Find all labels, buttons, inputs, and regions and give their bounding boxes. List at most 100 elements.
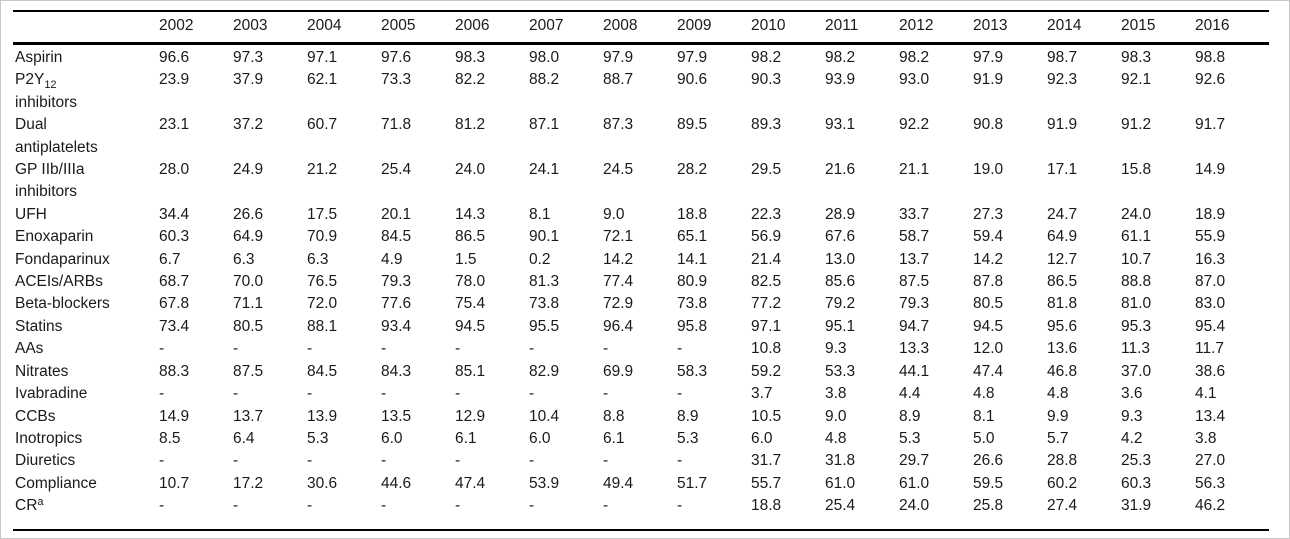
- row-label: Beta-blockers: [13, 293, 159, 315]
- value-cell: -: [381, 340, 387, 358]
- value-cell: 94.5: [973, 317, 1004, 335]
- row-label: ACEIs/ARBs: [13, 271, 159, 293]
- value-cell: 55.9: [1195, 228, 1226, 246]
- value-cell: -: [677, 452, 683, 470]
- row-label-text: Dual antiplatelets: [15, 116, 98, 156]
- value-cell: 4.8: [1047, 385, 1069, 403]
- value-cell: 71.1: [233, 295, 264, 313]
- value-cell: 91.9: [973, 71, 1004, 89]
- value-cell: -: [677, 385, 683, 403]
- value-cell: 28.8: [1047, 452, 1078, 470]
- value-cell: 59.2: [751, 362, 782, 380]
- value-cell: 81.0: [1121, 295, 1152, 313]
- value-cell: 38.6: [1195, 362, 1226, 380]
- row-label: AAs: [13, 338, 159, 360]
- table-header: 2002 2003 2004 2005 2006 2007 2008 2009 2010 2011…: [13, 10, 1269, 45]
- value-cell: 46.2: [1195, 497, 1226, 515]
- row-label-text: Aspirin: [15, 49, 63, 66]
- value-cell: 4.4: [899, 385, 921, 403]
- value-cell: 8.5: [159, 429, 181, 447]
- value-cell: 25.8: [973, 497, 1004, 515]
- value-cell: 14.2: [973, 250, 1004, 268]
- value-cell: 11.3: [1121, 340, 1151, 358]
- value-cell: 89.5: [677, 116, 708, 134]
- value-cell: 21.4: [751, 250, 782, 268]
- value-cell: 70.0: [233, 273, 264, 291]
- value-cell: 81.3: [529, 273, 560, 291]
- value-cell: 6.0: [751, 429, 773, 447]
- value-cell: 34.4: [159, 205, 190, 223]
- value-cell: 70.9: [307, 228, 338, 246]
- value-cell: 72.0: [307, 295, 338, 313]
- row-label-subscript: 12: [44, 79, 57, 92]
- row-label-text: Beta-blockers: [15, 295, 110, 313]
- value-cell: 87.5: [233, 362, 264, 380]
- table-row: ACEIs/ARBs 68.7 70.0 76.5 79.3 78.0 81.3 77.4 80…: [13, 271, 1269, 293]
- value-cell: -: [307, 340, 313, 358]
- table-row: CCBs 14.9 13.7 13.9 13.5 12.9 10.4 8.8 8.9 10.5 9.…: [13, 406, 1269, 428]
- value-cell: 10.5: [751, 407, 782, 425]
- value-cell: 8.9: [899, 407, 921, 425]
- value-cell: 13.4: [1195, 407, 1226, 425]
- value-cell: 80.5: [973, 295, 1004, 313]
- value-cell: 10.7: [1121, 250, 1152, 268]
- value-cell: 44.1: [899, 362, 930, 380]
- row-label-text: inhibitors: [15, 93, 78, 111]
- value-cell: 82.2: [455, 71, 486, 89]
- value-cell: -: [233, 385, 239, 403]
- value-cell: 21.6: [825, 161, 856, 179]
- value-cell: 98.2: [899, 49, 930, 66]
- value-cell: 33.7: [899, 205, 930, 223]
- row-label-text: AAs: [15, 340, 44, 358]
- value-cell: 49.4: [603, 474, 634, 492]
- value-cell: 13.7: [233, 407, 264, 425]
- value-cell: 6.0: [381, 429, 403, 447]
- value-cell: -: [233, 497, 239, 515]
- value-cell: 91.9: [1047, 116, 1078, 134]
- value-cell: -: [529, 497, 535, 515]
- value-cell: 90.6: [677, 71, 708, 89]
- value-cell: 95.6: [1047, 317, 1078, 335]
- value-cell: 97.3: [233, 49, 264, 66]
- value-cell: -: [455, 340, 461, 358]
- value-cell: 25.3: [1121, 452, 1152, 470]
- value-cell: -: [529, 452, 535, 470]
- value-cell: 82.5: [751, 273, 782, 291]
- value-cell: -: [307, 452, 313, 470]
- value-cell: -: [307, 497, 313, 515]
- value-cell: 14.2: [603, 250, 634, 268]
- value-cell: 88.7: [603, 71, 634, 89]
- row-label-text: CR: [15, 497, 38, 515]
- row-label: CCBs: [13, 406, 159, 428]
- value-cell: 3.6: [1121, 385, 1143, 403]
- value-cell: 5.3: [899, 429, 921, 447]
- row-label-text: Statins: [15, 317, 63, 335]
- year-column-header: 2005: [381, 10, 455, 45]
- value-cell: 65.1: [677, 228, 708, 246]
- row-label-text: Enoxaparin: [15, 228, 94, 246]
- value-cell: -: [381, 385, 387, 403]
- row-label: Statins: [13, 316, 159, 338]
- row-label: GP IIb/IIIa inhibitors: [13, 159, 159, 204]
- row-label-text: Ivabradine: [15, 385, 88, 403]
- value-cell: 9.3: [825, 340, 847, 358]
- row-label: Compliance: [13, 473, 159, 495]
- value-cell: 4.1: [1195, 385, 1217, 403]
- value-cell: 4.8: [825, 429, 847, 447]
- value-cell: 92.2: [899, 116, 930, 134]
- table-row: CRa - - - - - - - -18.8 25.4 24.0 25.8 27.4 31.9 46.2: [13, 495, 1269, 529]
- value-cell: 9.0: [825, 407, 847, 425]
- value-cell: 91.7: [1195, 116, 1226, 134]
- value-cell: 56.9: [751, 228, 782, 246]
- value-cell: 6.0: [529, 429, 551, 447]
- value-cell: 84.5: [307, 362, 338, 380]
- value-cell: 77.6: [381, 295, 412, 313]
- value-cell: 25.4: [381, 161, 412, 179]
- value-cell: 73.4: [159, 317, 190, 335]
- year-column-header: 2007: [529, 10, 603, 45]
- value-cell: 94.7: [899, 317, 930, 335]
- value-cell: -: [159, 497, 165, 515]
- value-cell: 96.4: [603, 317, 634, 335]
- value-cell: 31.9: [1121, 497, 1152, 515]
- value-cell: 82.9: [529, 362, 560, 380]
